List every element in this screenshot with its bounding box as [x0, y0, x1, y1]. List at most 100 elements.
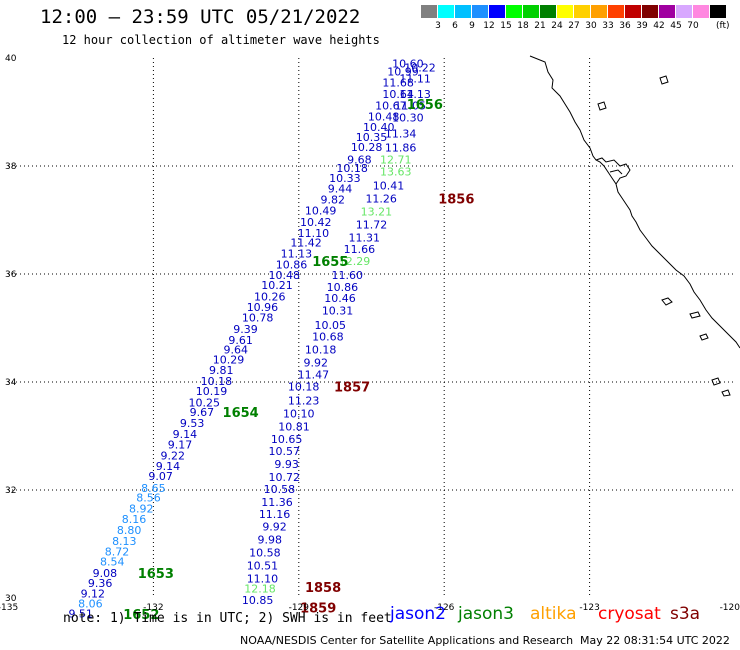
- wave-height-value: 8.72: [105, 546, 130, 559]
- wave-height-values: 10.6010.2210.9911.1111.6810.6411.1310.67…: [68, 57, 435, 620]
- wave-height-value: 10.58: [264, 483, 296, 496]
- latitude-tick-label: 30: [5, 594, 17, 604]
- wave-height-value: 11.05: [395, 100, 427, 113]
- wave-height-value: 11.36: [261, 496, 293, 509]
- wave-height-value: 10.49: [305, 204, 337, 217]
- latitude-tick-label: 34: [5, 378, 17, 388]
- scale-tick-label: 42: [653, 21, 665, 31]
- scale-tick-label: 9: [469, 21, 475, 31]
- scale-swatch: [693, 5, 709, 18]
- generated-timestamp: May 22 08:31:54 UTC 2022: [580, 634, 730, 647]
- pass-time-label: 1859: [300, 602, 336, 617]
- scale-tick-label: 33: [602, 21, 614, 31]
- scale-swatch: [574, 5, 590, 18]
- wave-height-value: 10.35: [356, 131, 388, 144]
- scale-swatch: [608, 5, 624, 18]
- wave-height-value: 13.63: [380, 165, 412, 178]
- wave-height-value: 8.92: [129, 502, 154, 515]
- wave-height-value: 11.66: [344, 243, 376, 256]
- wave-height-value: 11.26: [365, 192, 397, 205]
- latitude-tick-label: 40: [5, 54, 17, 64]
- scale-swatch: [472, 5, 488, 18]
- wave-height-value: 8.56: [136, 492, 161, 505]
- island-1: [661, 297, 673, 306]
- wave-height-value: 8.80: [117, 524, 142, 537]
- pass-time-label: 1857: [334, 380, 370, 395]
- wave-height-value: 8.13: [112, 535, 137, 548]
- scale-tick-label: 21: [534, 21, 546, 31]
- island-2: [689, 311, 701, 319]
- wave-height-value: 12.71: [380, 154, 412, 167]
- scale-tick-label: 6: [452, 21, 458, 31]
- wave-height-value: 11.10: [247, 573, 279, 586]
- longitude-tick-label: -126: [434, 603, 455, 613]
- wave-height-value: 10.28: [351, 141, 383, 154]
- scale-swatch: [710, 5, 726, 18]
- wave-height-value: 11.47: [298, 368, 330, 381]
- wave-height-value: 10.30: [392, 111, 424, 124]
- footnote: note: 1) Time is in UTC; 2) SWH is in fe…: [63, 611, 392, 626]
- wave-height-value: 10.96: [247, 301, 279, 314]
- page-subtitle: 12 hour collection of altimeter wave hei…: [62, 33, 380, 47]
- wave-height-value: 10.60: [392, 57, 424, 70]
- pass-time-label: 1653: [138, 567, 174, 582]
- island-4: [711, 377, 721, 386]
- wave-height-value: 10.18: [305, 344, 337, 357]
- latitude-tick-label: 32: [5, 486, 16, 496]
- wave-height-value: 11.60: [332, 269, 364, 282]
- scale-tick-label: 45: [670, 21, 682, 31]
- legend-entry: jason2: [390, 604, 446, 624]
- pass-time-label: 1858: [305, 581, 341, 596]
- wave-height-value: 10.72: [269, 471, 301, 484]
- wave-height-value: 10.67: [375, 100, 407, 113]
- wave-height-value: 9.36: [88, 577, 113, 590]
- lake-1: [659, 75, 669, 85]
- wave-height-value: 9.08: [93, 567, 118, 580]
- wave-height-value: 10.21: [261, 279, 293, 292]
- legend-entry: jason3: [458, 604, 514, 624]
- scale-swatch: [625, 5, 641, 18]
- pass-time-label: 1656: [407, 98, 443, 113]
- wave-height-value: 9.98: [257, 534, 282, 547]
- island-5: [721, 389, 731, 397]
- longitude-tick-label: -132: [143, 603, 163, 613]
- longitude-tick-label: -135: [0, 603, 18, 613]
- wave-height-value: 10.31: [322, 305, 354, 318]
- wave-height-value: 10.51: [247, 560, 279, 573]
- bay-shoreline: [595, 157, 631, 185]
- wave-height-value: 9.68: [347, 154, 372, 167]
- legend-entry: cryosat: [598, 604, 661, 624]
- wave-height-value: 10.10: [283, 407, 315, 420]
- wave-height-value: 9.39: [233, 323, 258, 336]
- wave-height-value: 9.51: [68, 608, 93, 621]
- wave-height-value: 8.65: [141, 482, 166, 495]
- wave-height-value: 10.46: [324, 292, 356, 305]
- coastline: [529, 55, 740, 397]
- legend-entry: s3a: [670, 604, 701, 624]
- scale-tick-label: 24: [551, 21, 563, 31]
- scale-swatch: [540, 5, 556, 18]
- wave-height-value: 10.99: [387, 66, 419, 79]
- pass-time-label: 1655: [312, 255, 348, 270]
- california-coastline: [529, 55, 740, 349]
- wave-height-value: 11.11: [399, 73, 431, 86]
- wave-height-value: 12.29: [339, 255, 371, 268]
- wave-height-value: 11.42: [290, 237, 322, 250]
- wave-height-value: 9.44: [328, 183, 353, 196]
- wave-height-value: 11.13: [399, 88, 431, 101]
- wave-height-value: 9.92: [304, 357, 329, 370]
- wave-height-value: 10.33: [329, 172, 361, 185]
- wave-height-value: 9.12: [81, 588, 106, 601]
- scale-swatch: [591, 5, 607, 18]
- wave-height-value: 10.64: [382, 88, 414, 101]
- wave-height-value: 9.61: [228, 334, 253, 347]
- wave-height-value: 9.22: [161, 449, 186, 462]
- scale-tick-label: 70: [687, 21, 699, 31]
- scale-swatch: [642, 5, 658, 18]
- wave-height-value: 10.85: [242, 594, 274, 607]
- pass-time-labels: 1656 1856 1655 1857 1654 1653 1858 1859 1652: [123, 98, 474, 623]
- wave-height-value: 10.18: [336, 162, 368, 175]
- wave-height-value: 10.41: [373, 179, 405, 192]
- wave-height-value: 9.64: [224, 344, 249, 357]
